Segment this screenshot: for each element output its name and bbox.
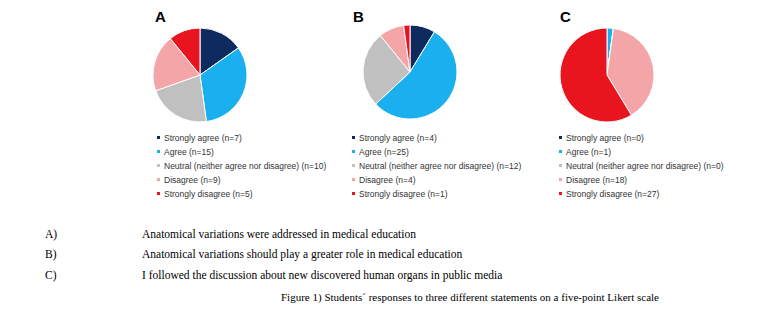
svg-text:Neutral (neither agree nor dis: Neutral (neither agree nor disagree) (n=… (566, 161, 724, 171)
svg-text:Strongly disagree (n=1): Strongly disagree (n=1) (359, 189, 448, 199)
svg-text:Strongly agree (n=7): Strongly agree (n=7) (164, 133, 242, 143)
svg-text:Strongly agree (n=0): Strongly agree (n=0) (566, 133, 644, 143)
html-text:A): A) (45, 228, 58, 240)
svg-text:B: B (353, 8, 364, 25)
svg-text:Strongly agree (n=4): Strongly agree (n=4) (359, 133, 437, 143)
svg-text:Strongly disagree (n=5): Strongly disagree (n=5) (164, 189, 253, 199)
svg-text:Agree (n=25): Agree (n=25) (359, 147, 409, 157)
svg-text:A: A (155, 8, 166, 25)
svg-text:Disagree (n=9): Disagree (n=9) (164, 175, 221, 185)
svg-text:C: C (560, 8, 571, 25)
svg-text:Neutral (neither agree nor dis: Neutral (neither agree nor disagree) (n=… (164, 161, 326, 171)
html-text:Figure 1) Students´ responses: Figure 1) Students´ responses to three d… (281, 291, 659, 303)
html-text:I followed the discussion abou: I followed the discussion about new disc… (142, 269, 503, 281)
svg-text:Agree (n=15): Agree (n=15) (164, 147, 214, 157)
svg-text:Strongly disagree (n=27): Strongly disagree (n=27) (566, 189, 659, 199)
html-text:Anatomical variations should p: Anatomical variations should play a grea… (142, 248, 463, 260)
svg-text:Disagree (n=4): Disagree (n=4) (359, 175, 416, 185)
svg-text:Agree (n=1): Agree (n=1) (566, 147, 611, 157)
svg-text:Disagree (n=18): Disagree (n=18) (566, 175, 627, 185)
svg-text:Neutral (neither agree nor dis: Neutral (neither agree nor disagree) (n=… (359, 161, 521, 171)
html-text:Anatomical variations were add: Anatomical variations were addressed in … (142, 228, 416, 240)
html-text:C): C) (45, 269, 57, 281)
html-text:B): B) (45, 248, 57, 260)
